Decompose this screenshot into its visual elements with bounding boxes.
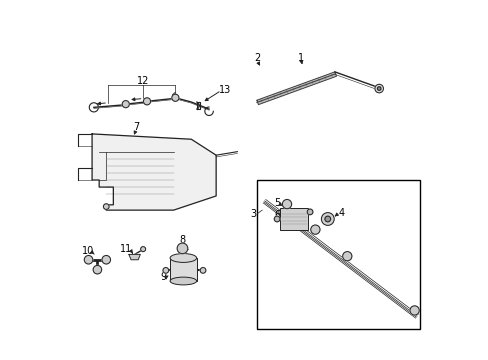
Text: 4: 4 bbox=[338, 208, 345, 217]
Circle shape bbox=[342, 252, 351, 261]
Circle shape bbox=[409, 306, 418, 315]
Text: 9: 9 bbox=[160, 273, 166, 283]
Ellipse shape bbox=[170, 277, 196, 285]
Circle shape bbox=[93, 265, 102, 274]
Circle shape bbox=[306, 209, 312, 215]
Circle shape bbox=[325, 216, 330, 222]
Circle shape bbox=[374, 84, 383, 93]
Text: 5: 5 bbox=[274, 198, 280, 208]
Text: 1: 1 bbox=[298, 53, 304, 63]
Circle shape bbox=[84, 256, 93, 264]
Polygon shape bbox=[129, 255, 140, 260]
Circle shape bbox=[103, 204, 109, 210]
Circle shape bbox=[163, 267, 168, 273]
Circle shape bbox=[200, 267, 205, 273]
Circle shape bbox=[102, 256, 110, 264]
Bar bbox=[256, 180, 419, 329]
Circle shape bbox=[321, 213, 333, 225]
Text: 11: 11 bbox=[120, 244, 132, 254]
Circle shape bbox=[141, 247, 145, 252]
Text: 13: 13 bbox=[219, 85, 231, 95]
Polygon shape bbox=[256, 72, 336, 105]
Text: 2: 2 bbox=[253, 53, 260, 63]
Circle shape bbox=[377, 87, 380, 90]
Text: 12: 12 bbox=[137, 76, 149, 86]
Polygon shape bbox=[92, 134, 216, 210]
Ellipse shape bbox=[170, 253, 196, 262]
Circle shape bbox=[122, 100, 129, 108]
Circle shape bbox=[310, 225, 319, 234]
Bar bbox=[279, 208, 307, 230]
Bar bbox=[170, 258, 196, 281]
Text: 8: 8 bbox=[179, 235, 185, 245]
Text: 7: 7 bbox=[133, 122, 139, 132]
Text: 6: 6 bbox=[274, 211, 280, 220]
Circle shape bbox=[274, 216, 279, 222]
Text: 3: 3 bbox=[249, 209, 256, 219]
Circle shape bbox=[177, 243, 187, 254]
Circle shape bbox=[171, 94, 179, 101]
Text: 10: 10 bbox=[81, 246, 94, 256]
Circle shape bbox=[143, 98, 150, 105]
Circle shape bbox=[282, 199, 291, 209]
